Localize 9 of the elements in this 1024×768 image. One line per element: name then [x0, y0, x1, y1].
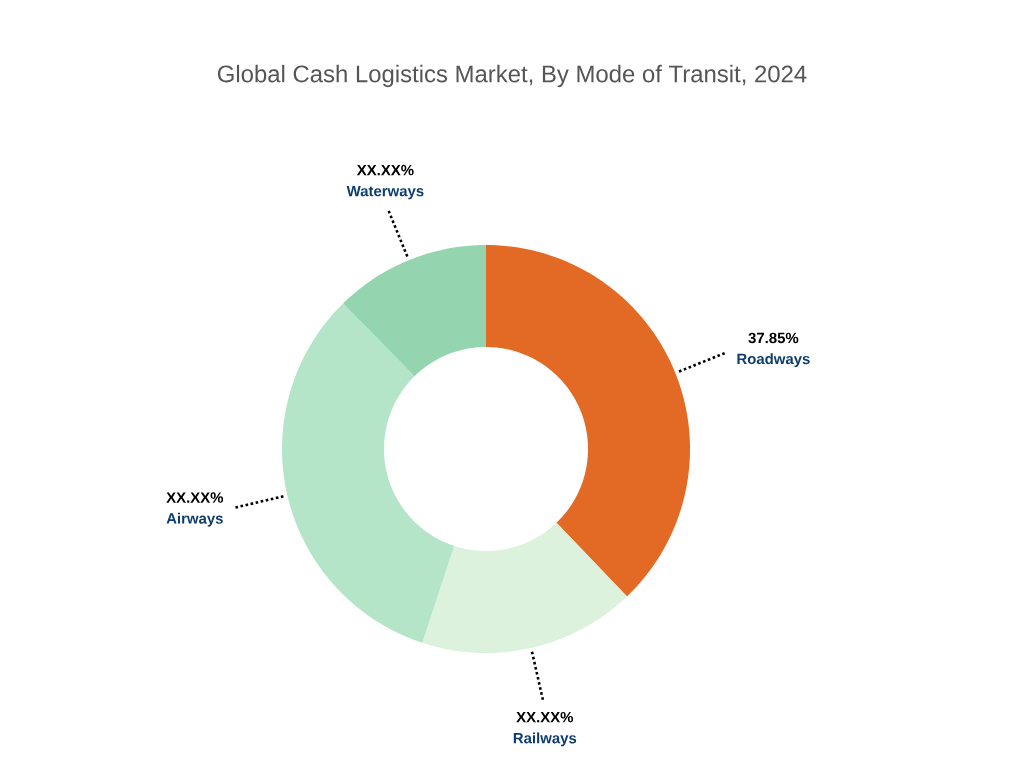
slice-label: Airways — [166, 512, 223, 527]
data-label: 37.85% — [748, 332, 799, 344]
data-label: XX.XX% — [516, 711, 574, 723]
slice-label: Roadways — [737, 353, 810, 368]
data-label: XX.XX% — [166, 492, 224, 503]
data-label: XX.XX% — [356, 164, 414, 176]
slice-label: Waterways — [346, 185, 424, 200]
slice-label: Railways — [513, 732, 577, 747]
chart-title: Global Cash Logistics Market, By Mode of Transit, 2024 — [217, 64, 807, 88]
